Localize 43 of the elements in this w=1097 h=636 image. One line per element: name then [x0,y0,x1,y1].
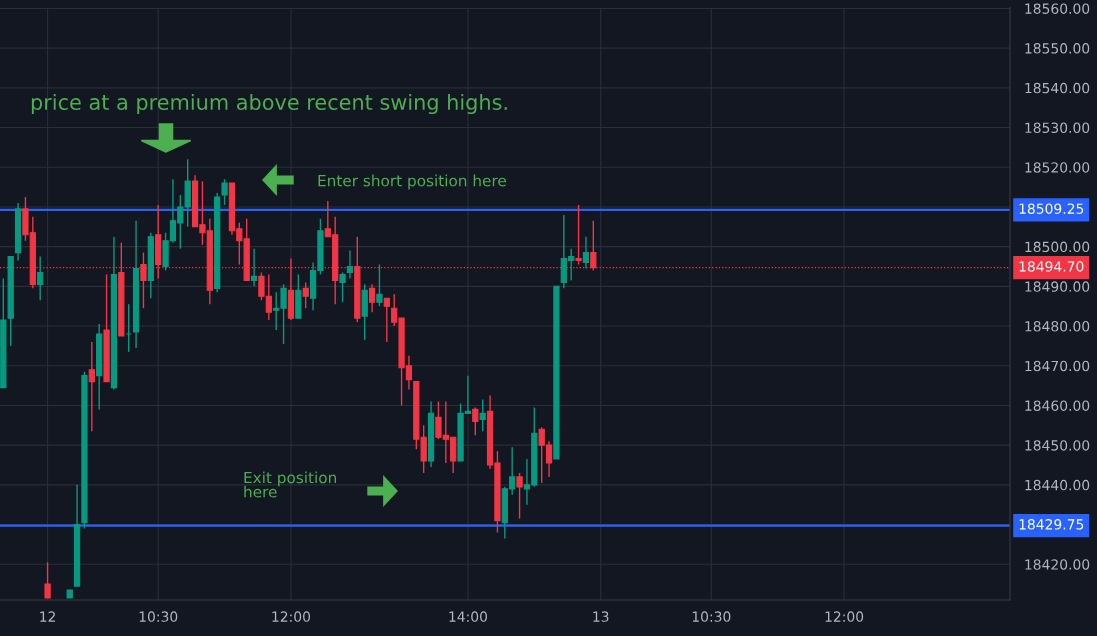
candlestick [44,561,51,599]
y-tick-label: 18530.00 [1025,122,1090,134]
y-tick-label: 18560.00 [1025,3,1090,14]
candlestick [368,283,376,313]
candlestick [479,398,486,432]
annotation: price at a premium above recent swing highs. [31,93,507,115]
ref-line-label: 18429.75 [1019,519,1084,530]
y-tick-label: 18470.00 [1025,360,1090,372]
y-tick-label: 18490.00 [1025,281,1090,292]
annotation: Enter short position here [318,174,506,190]
y-tick-label: 18420.00 [1025,559,1090,570]
y-tick-label: 18540.00 [1025,82,1090,94]
candlestick [339,271,346,303]
candlestick [125,303,132,353]
x-tick-label: 12 [40,611,56,622]
y-tick-label: 18450.00 [1025,440,1090,451]
candlestick [250,247,258,288]
candlestick [575,204,582,266]
candlestick [88,341,95,432]
ref-line-label: 18494.70 [1019,261,1084,272]
x-tick-label: 10:30 [139,611,178,622]
y-tick-label: 18520.00 [1025,162,1090,173]
candlestick [516,472,523,520]
candlestick [582,236,590,270]
candlestick [302,281,309,309]
y-tick-label: 18500.00 [1025,241,1090,253]
y-tick-label: 18550.00 [1025,43,1090,54]
x-tick-label: 12:00 [825,611,864,622]
candlestick [37,255,44,301]
y-tick-label: 18480.00 [1025,321,1090,332]
annotation: Exit position here [244,471,336,498]
candlestick [383,297,390,343]
ref-line-label: 18509.25 [1019,203,1084,214]
x-tick-label: 10:30 [692,611,731,622]
x-tick-label: 12:00 [272,611,311,622]
candlestick [376,263,383,307]
candlestick [472,406,479,436]
y-tick-label: 18460.00 [1025,400,1090,411]
x-tick-label: 13 [593,611,609,622]
candlestick [346,249,354,280]
x-tick-label: 14:00 [449,611,488,622]
candlestick [221,178,228,206]
y-tick-label: 18440.00 [1025,479,1090,491]
